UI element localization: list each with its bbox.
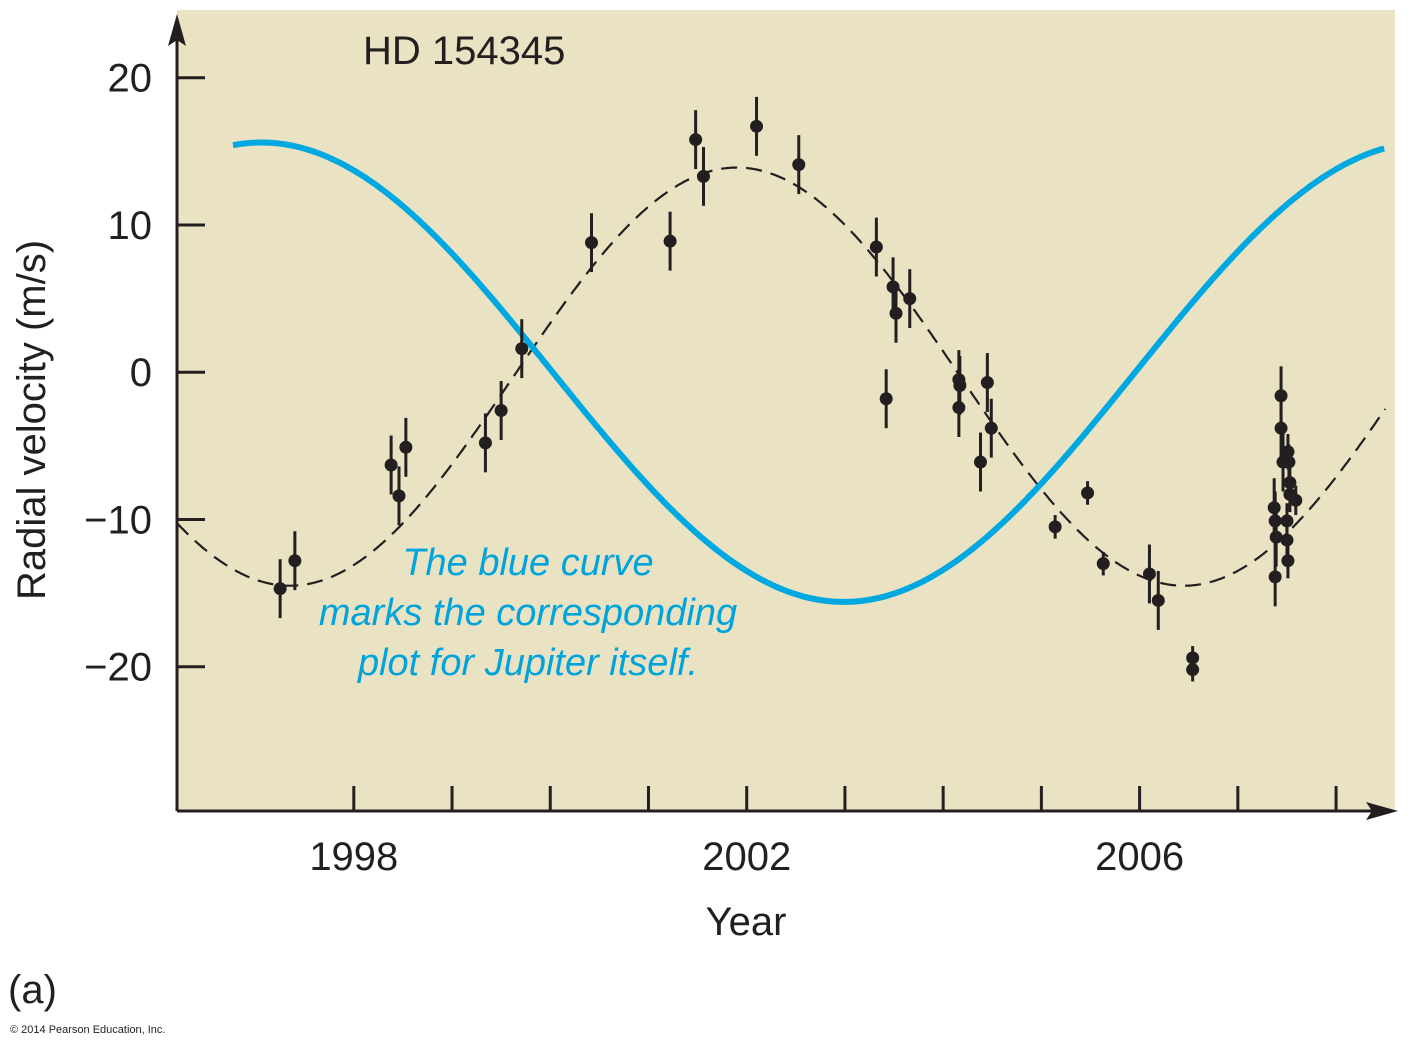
- jupiter-curve: [232, 139, 1385, 605]
- data-point: [1096, 557, 1110, 571]
- x-axis-label: Year: [706, 900, 787, 944]
- data-point: [392, 489, 406, 503]
- data-point: [750, 119, 764, 133]
- x-axis-arrow-icon: [1366, 802, 1398, 820]
- data-point: [1274, 389, 1288, 403]
- data-point: [494, 404, 508, 417]
- data-point: [1142, 567, 1156, 581]
- data-point: [879, 392, 893, 406]
- data-point: [696, 169, 710, 183]
- data-point: [663, 234, 677, 248]
- data-point: [1280, 514, 1294, 528]
- plot-background: [177, 10, 1395, 811]
- data-point: [515, 342, 529, 356]
- data-point: [792, 158, 806, 172]
- data-point: [399, 440, 413, 454]
- x-tick-label: 2006: [1095, 835, 1184, 879]
- data-point: [1280, 533, 1294, 547]
- data-point: [1281, 554, 1295, 568]
- x-tick-label: 2002: [702, 835, 791, 879]
- data-point: [1081, 486, 1095, 500]
- data-point: [952, 401, 966, 415]
- data-point: [478, 436, 492, 450]
- y-tick-label: −10: [84, 498, 152, 542]
- data-point: [1186, 663, 1200, 677]
- data-point: [288, 554, 302, 568]
- data-point: [273, 582, 287, 596]
- annotation-line-1: The blue curve: [402, 542, 653, 584]
- y-tick-label: 10: [108, 204, 153, 248]
- data-point: [886, 280, 900, 294]
- data-point: [1274, 421, 1288, 435]
- annotation-line-3: plot for Jupiter itself.: [357, 642, 698, 684]
- data-point: [1151, 593, 1165, 607]
- fit-curve-dashed: [176, 166, 1387, 587]
- data-point: [869, 240, 883, 254]
- chart-title: HD 154345: [363, 29, 565, 73]
- data-point: [1269, 530, 1283, 544]
- data-point: [1289, 493, 1303, 507]
- y-axis-arrow-icon: [168, 14, 186, 46]
- y-axis-label: Radial velocity (m/s): [10, 240, 54, 600]
- data-point: [585, 236, 599, 250]
- annotation-line-2: marks the corresponding: [319, 592, 737, 634]
- panel-label: (a): [8, 968, 57, 1012]
- data-point: [1268, 570, 1282, 584]
- data-point: [689, 133, 703, 147]
- data-point: [889, 306, 903, 320]
- x-tick-label: 1998: [309, 835, 398, 879]
- data-point: [980, 376, 994, 390]
- y-tick-label: 20: [108, 57, 153, 101]
- y-tick-label: 0: [130, 351, 152, 395]
- data-point: [1048, 520, 1062, 534]
- y-tick-label: −20: [84, 646, 152, 690]
- copyright: © 2014 Pearson Education, Inc.: [10, 1024, 166, 1036]
- data-point: [984, 421, 998, 435]
- data-point: [1282, 455, 1296, 469]
- data-point: [903, 292, 917, 306]
- data-point: [384, 458, 398, 472]
- data-point: [973, 455, 987, 469]
